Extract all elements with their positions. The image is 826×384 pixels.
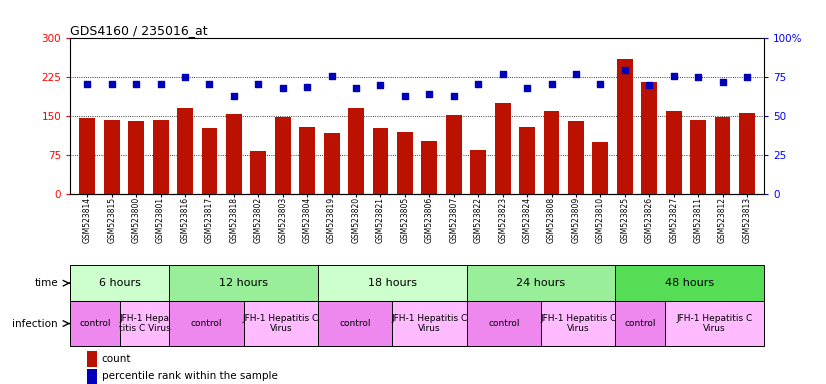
Bar — [169, 301, 244, 346]
Text: JFH-1 Hepa
titis C Virus: JFH-1 Hepa titis C Virus — [119, 314, 170, 333]
Bar — [467, 301, 541, 346]
Point — [81, 80, 94, 86]
Bar — [153, 120, 169, 194]
Point — [203, 80, 216, 86]
Bar — [318, 265, 467, 301]
Bar — [324, 133, 339, 194]
Point — [667, 73, 681, 79]
Bar — [87, 351, 97, 367]
Text: percentile rank within the sample: percentile rank within the sample — [102, 371, 278, 381]
Bar — [615, 301, 665, 346]
Point — [569, 71, 582, 77]
Point — [423, 91, 436, 98]
Bar — [70, 265, 169, 301]
Text: 12 hours: 12 hours — [219, 278, 268, 288]
Bar — [470, 150, 487, 194]
Point — [301, 84, 314, 90]
Bar — [169, 265, 318, 301]
Bar — [519, 127, 535, 194]
Point — [545, 80, 558, 86]
Text: 18 hours: 18 hours — [368, 278, 417, 288]
Point — [643, 82, 656, 88]
Text: control: control — [624, 319, 656, 328]
Bar — [104, 120, 120, 194]
Point — [252, 80, 265, 86]
Bar — [318, 301, 392, 346]
Text: control: control — [79, 319, 111, 328]
Bar — [392, 301, 467, 346]
Bar — [568, 121, 584, 194]
Point — [520, 85, 534, 91]
Bar — [617, 59, 633, 194]
Bar — [128, 121, 144, 194]
Point — [154, 80, 167, 86]
Text: 24 hours: 24 hours — [516, 278, 566, 288]
Bar — [348, 108, 364, 194]
Text: JFH-1 Hepatitis C
Virus: JFH-1 Hepatitis C Virus — [392, 314, 468, 333]
Text: 6 hours: 6 hours — [99, 278, 140, 288]
Text: infection: infection — [12, 318, 58, 329]
Bar — [202, 127, 217, 194]
Bar — [665, 301, 764, 346]
Bar — [544, 111, 559, 194]
Bar — [641, 83, 657, 194]
Bar — [244, 301, 318, 346]
Text: JFH-1 Hepatitis C
Virus: JFH-1 Hepatitis C Virus — [243, 314, 319, 333]
Text: JFH-1 Hepatitis C
Virus: JFH-1 Hepatitis C Virus — [540, 314, 616, 333]
Bar — [120, 301, 169, 346]
Bar — [666, 111, 681, 194]
Point — [594, 80, 607, 86]
Bar — [177, 108, 193, 194]
Point — [472, 80, 485, 86]
Point — [374, 82, 387, 88]
Text: JFH-1 Hepatitis C
Virus: JFH-1 Hepatitis C Virus — [676, 314, 752, 333]
Point — [496, 71, 510, 77]
Point — [716, 79, 729, 85]
Bar — [79, 118, 95, 194]
Bar — [541, 301, 615, 346]
Bar — [373, 128, 388, 194]
Point — [398, 93, 411, 99]
Text: control: control — [488, 319, 520, 328]
Point — [349, 85, 363, 91]
Bar — [691, 120, 706, 194]
Point — [276, 85, 289, 91]
Point — [691, 74, 705, 80]
Bar — [421, 141, 437, 194]
Point — [178, 74, 192, 80]
Point — [740, 74, 753, 80]
Text: control: control — [191, 319, 222, 328]
Text: control: control — [339, 319, 371, 328]
Bar — [615, 265, 764, 301]
Text: GDS4160 / 235016_at: GDS4160 / 235016_at — [70, 24, 208, 37]
Point — [227, 93, 240, 99]
Bar — [446, 114, 462, 194]
Text: time: time — [34, 278, 58, 288]
Point — [618, 66, 631, 73]
Bar — [739, 113, 755, 194]
Text: count: count — [102, 354, 131, 364]
Bar — [226, 114, 242, 194]
Bar — [299, 127, 316, 194]
Bar — [250, 151, 266, 194]
Bar — [87, 369, 97, 384]
Text: 48 hours: 48 hours — [665, 278, 714, 288]
Bar — [70, 301, 120, 346]
Point — [325, 73, 338, 79]
Point — [447, 93, 460, 99]
Bar — [495, 103, 510, 194]
Bar — [592, 142, 608, 194]
Bar — [397, 132, 413, 194]
Point — [105, 80, 118, 86]
Bar — [714, 117, 730, 194]
Bar — [275, 117, 291, 194]
Point — [130, 80, 143, 86]
Bar — [467, 265, 615, 301]
